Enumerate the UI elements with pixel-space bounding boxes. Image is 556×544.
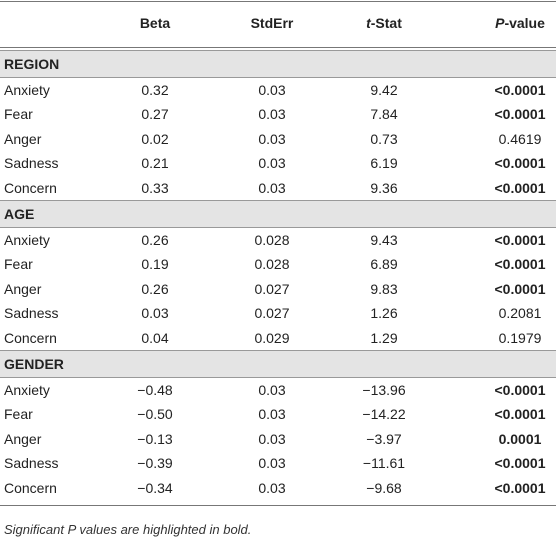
cell-value: 0.4619 [498,130,542,147]
row-label: Concern [4,179,57,196]
cell-value: 0.03 [258,82,286,98]
column-header-text: -value [504,15,545,31]
cell-value: 0.027 [254,280,290,297]
cell-value: 0.03 [258,155,286,172]
cell-value: <0.0001 [494,106,546,123]
row-label: Concern [4,479,57,496]
cell-value: 6.19 [370,155,398,172]
cell-value: 9.83 [370,280,398,297]
cell-value: 0.03 [258,430,286,447]
row-label: Fear [4,406,33,423]
row-label: Anxiety [4,232,50,248]
column-header-italic: P [495,15,505,31]
section-band [0,200,556,228]
cell-value: 0.028 [254,232,290,248]
cell-value: <0.0001 [494,455,546,472]
column-header-text: StdErr [250,15,294,31]
cell-value: 0.0001 [498,430,542,447]
section-title: REGION [4,56,60,72]
cell-value: 0.33 [141,179,169,196]
section-title: AGE [4,206,35,222]
cell-value: 0.19 [141,256,169,273]
cell-value: 0.02 [141,130,169,147]
cell-value: 0.32 [141,82,169,98]
cell-value: 9.42 [370,82,398,98]
cell-value: <0.0001 [494,280,546,297]
cell-value: −9.68 [366,479,402,496]
footnote: Significant P values are highlighted in … [4,522,252,537]
cell-value: 9.36 [370,179,398,196]
cell-value: 1.26 [370,305,398,322]
cell-value: −0.48 [137,382,173,398]
cell-value: 0.03 [258,455,286,472]
column-header: Beta [95,13,215,33]
cell-value: −11.61 [362,455,406,472]
column-header-text: -Stat [370,15,402,31]
cell-value: 9.43 [370,232,398,248]
row-label: Anger [4,280,42,297]
cell-value: −3.97 [366,430,402,447]
column-header: t-Stat [324,13,444,33]
cell-value: 0.03 [258,406,286,423]
header-rule [0,47,556,48]
cell-value: 0.27 [141,106,169,123]
cell-value: 0.21 [141,155,169,172]
row-label: Fear [4,256,33,273]
cell-value: 0.26 [141,280,169,297]
row-label: Sadness [4,305,59,322]
cell-value: −0.13 [137,430,173,447]
cell-value: 0.03 [258,382,286,398]
column-header-italic: t [366,15,371,31]
cell-value: 0.1979 [498,329,542,346]
cell-value: 0.73 [370,130,398,147]
row-label: Anxiety [4,382,50,398]
cell-value: 0.03 [258,179,286,196]
column-header: P-value [460,13,556,33]
section-band [0,50,556,78]
bottom-rule [0,505,556,506]
row-label: Sadness [4,155,59,172]
top-rule [0,1,556,2]
cell-value: 6.89 [370,256,398,273]
cell-value: 0.03 [258,479,286,496]
cell-value: 0.03 [258,130,286,147]
cell-value: 0.04 [141,329,169,346]
cell-value: 0.03 [141,305,169,322]
cell-value: 0.2081 [498,305,542,322]
cell-value: <0.0001 [494,155,546,172]
cell-value: 0.029 [254,329,290,346]
cell-value: 7.84 [370,106,398,123]
cell-value: −0.34 [137,479,173,496]
cell-value: 0.027 [254,305,290,322]
cell-value: <0.0001 [494,82,546,98]
cell-value: 1.29 [370,329,398,346]
row-label: Concern [4,329,57,346]
row-label: Fear [4,106,33,123]
row-label: Sadness [4,455,59,472]
cell-value: <0.0001 [494,382,546,398]
row-label: Anxiety [4,82,50,98]
cell-value: <0.0001 [494,479,546,496]
cell-value: −0.39 [137,455,173,472]
cell-value: <0.0001 [494,179,546,196]
column-header: StdErr [212,13,332,33]
row-label: Anger [4,130,42,147]
column-header-text: Beta [139,15,171,31]
section-title: GENDER [4,356,64,372]
row-label: Anger [4,430,42,447]
cell-value: 0.26 [141,232,169,248]
cell-value: 0.028 [254,256,290,273]
section-band [0,350,556,378]
cell-value: <0.0001 [494,406,546,423]
cell-value: −14.22 [362,406,406,423]
cell-value: −13.96 [362,382,406,398]
cell-value: <0.0001 [494,232,546,248]
cell-value: −0.50 [137,406,173,423]
cell-value: <0.0001 [494,256,546,273]
cell-value: 0.03 [258,106,286,123]
